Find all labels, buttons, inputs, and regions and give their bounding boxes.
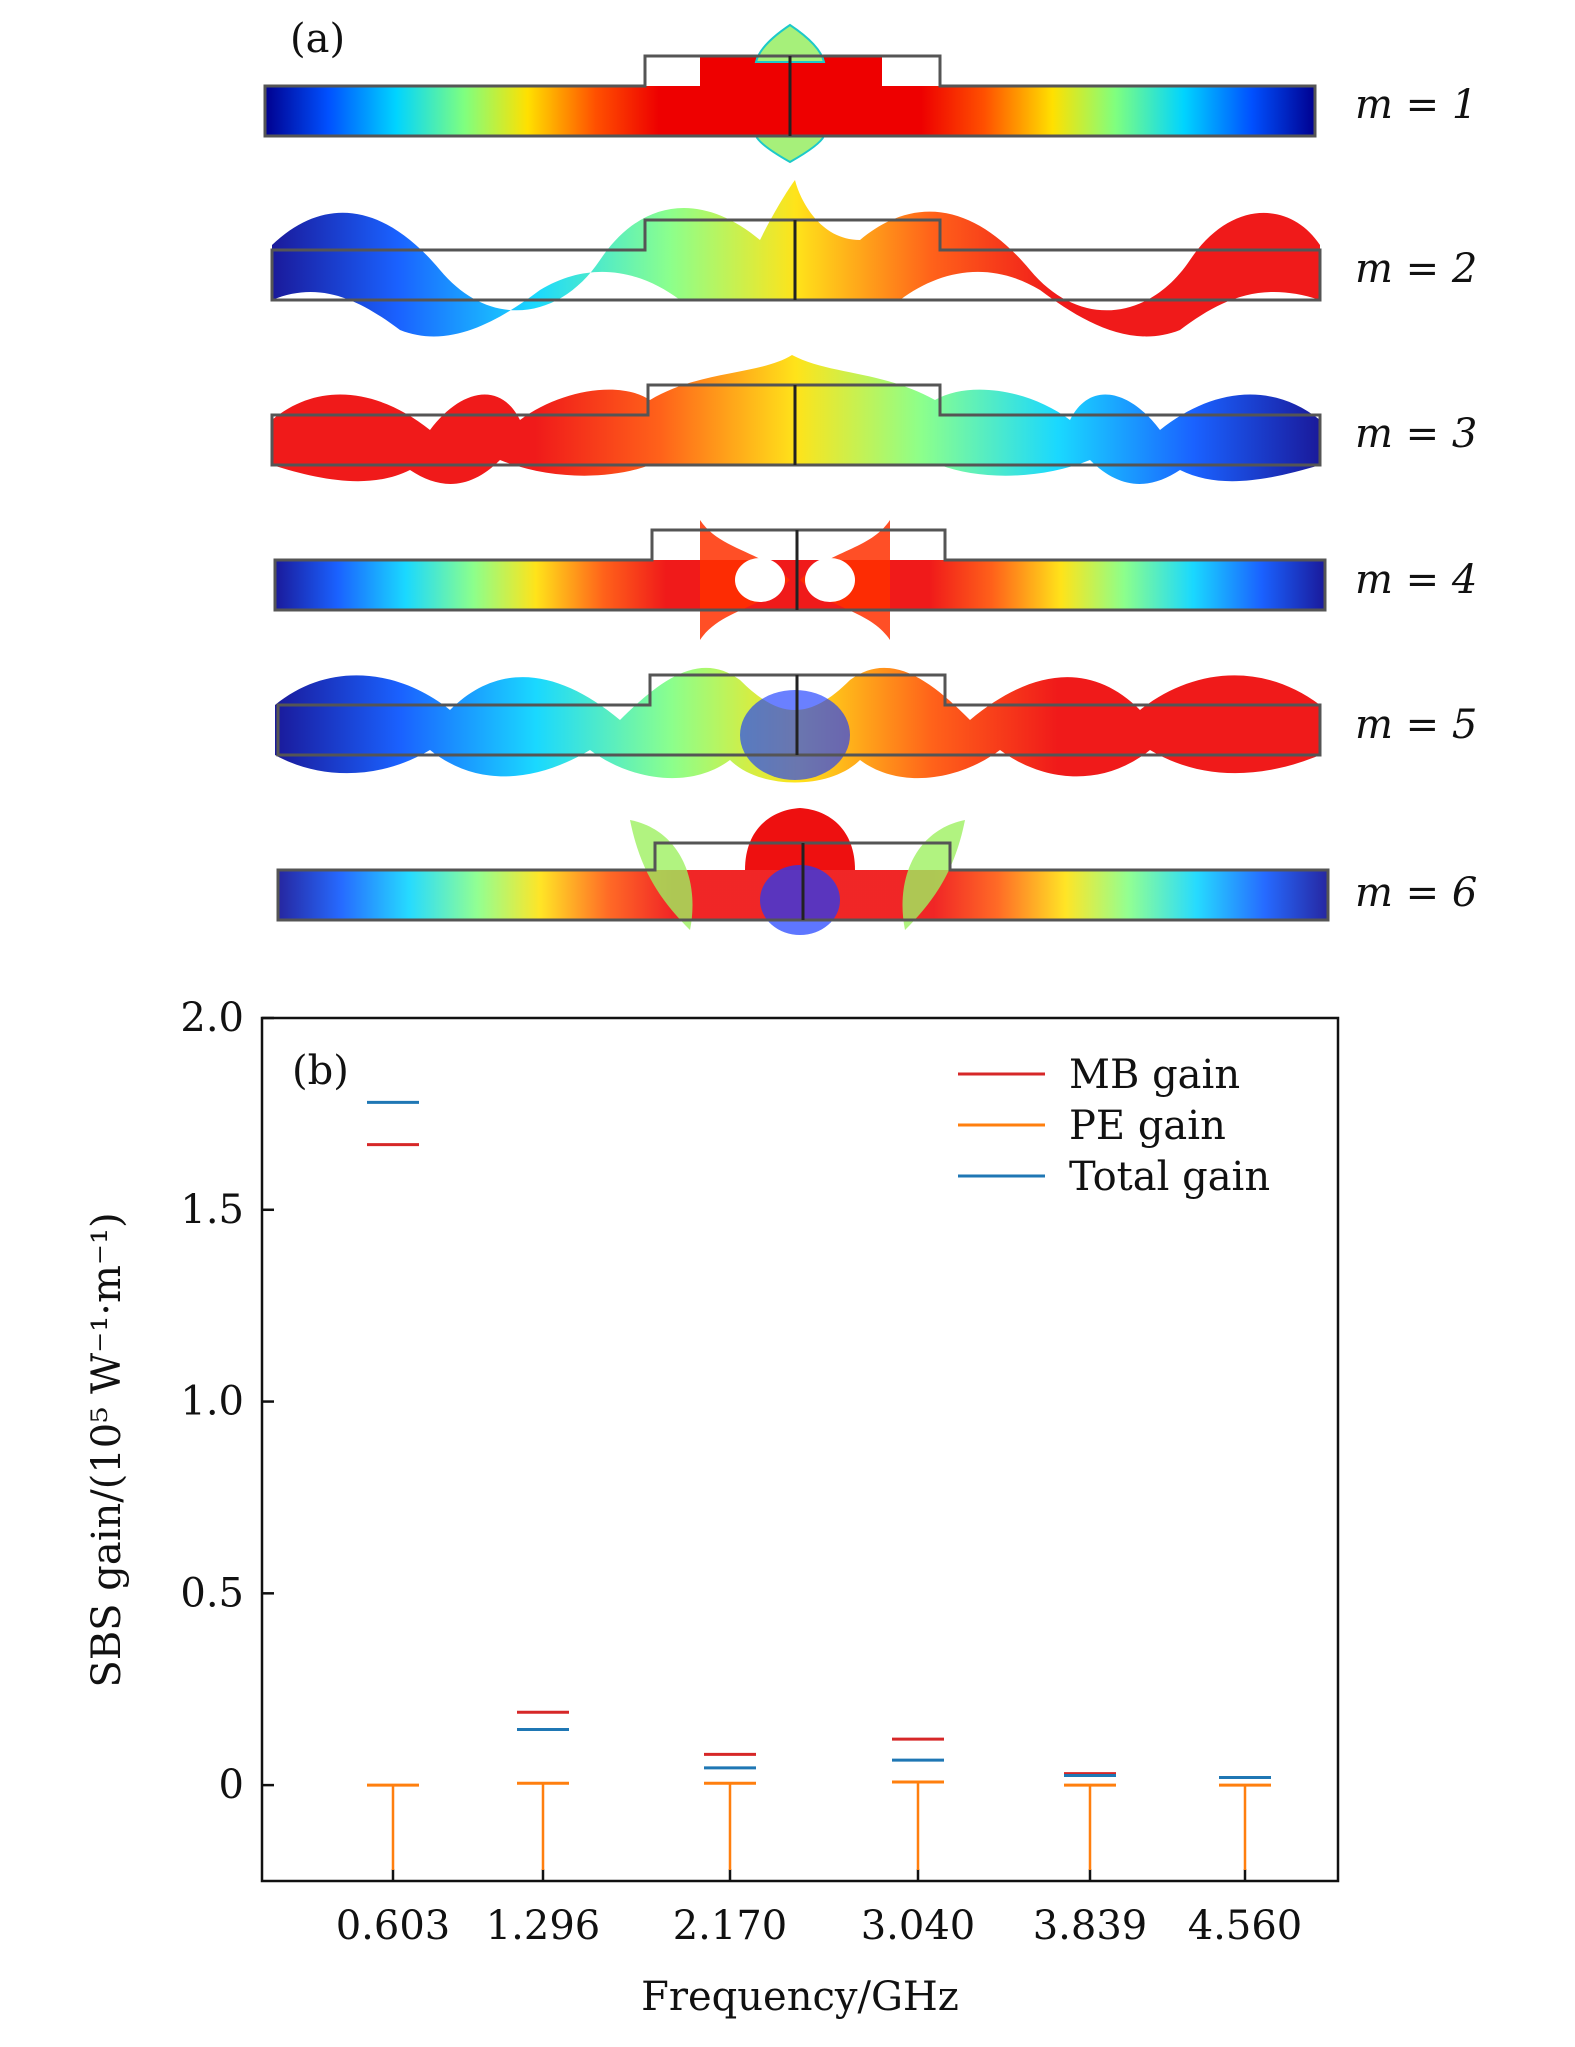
mode-profile-m6 bbox=[276, 808, 1330, 935]
x-tick-label: 4.560 bbox=[1188, 1903, 1303, 1949]
mode-label-m3: m = 3 bbox=[1355, 411, 1477, 457]
x-tick-label: 3.839 bbox=[1033, 1903, 1148, 1949]
legend: MB gain PE gain Total gain bbox=[958, 1052, 1270, 1200]
mode-label-m2: m = 2 bbox=[1355, 246, 1477, 292]
mode-profile-m3 bbox=[270, 355, 1322, 484]
panel-b-gain-chart: (b) 0 0.5 1.0 1.5 2.0 0.603 1.296 2.170 3.040 3.… bbox=[84, 995, 1340, 2020]
x-axis: 0.603 1.296 2.170 3.040 3.839 4.560 bbox=[336, 1869, 1303, 1949]
y-tick-label: 2.0 bbox=[180, 995, 244, 1041]
y-tick-label: 1.0 bbox=[180, 1379, 244, 1425]
mode-label-m1: m = 1 bbox=[1355, 82, 1477, 128]
mode-profile-m1 bbox=[263, 23, 1317, 164]
y-tick-label: 1.5 bbox=[180, 1187, 244, 1233]
legend-label-total-gain: Total gain bbox=[1069, 1154, 1270, 1200]
x-tick-label: 2.170 bbox=[673, 1903, 788, 1949]
x-axis-label: Frequency/GHz bbox=[641, 1974, 959, 2020]
x-tick-label: 3.040 bbox=[861, 1903, 976, 1949]
x-tick-label: 1.296 bbox=[486, 1903, 601, 1949]
mode-label-m5: m = 5 bbox=[1355, 702, 1477, 748]
panel-b-label: (b) bbox=[292, 1048, 349, 1094]
mode-label-m6: m = 6 bbox=[1355, 870, 1477, 916]
mode-profile-m4 bbox=[273, 520, 1327, 640]
mode-label-m4: m = 4 bbox=[1355, 557, 1477, 603]
legend-label-pe-gain: PE gain bbox=[1069, 1103, 1226, 1149]
panel-a-label: (a) bbox=[290, 16, 345, 62]
mode-profile-m5 bbox=[275, 667, 1322, 783]
plot-frame bbox=[260, 1016, 1340, 1883]
y-axis: 0 0.5 1.0 1.5 2.0 bbox=[180, 995, 274, 1808]
y-tick-label: 0 bbox=[219, 1762, 244, 1808]
y-tick-label: 0.5 bbox=[180, 1570, 244, 1616]
x-tick-label: 0.603 bbox=[336, 1903, 451, 1949]
data-marks bbox=[367, 1100, 1271, 1870]
mode-profile-m2 bbox=[270, 180, 1322, 337]
panel-a-mode-profiles: (a) bbox=[263, 16, 1477, 935]
y-axis-label: SBS gain/(10⁵ W⁻¹·m⁻¹) bbox=[84, 1212, 130, 1687]
legend-label-mb-gain: MB gain bbox=[1069, 1052, 1240, 1098]
